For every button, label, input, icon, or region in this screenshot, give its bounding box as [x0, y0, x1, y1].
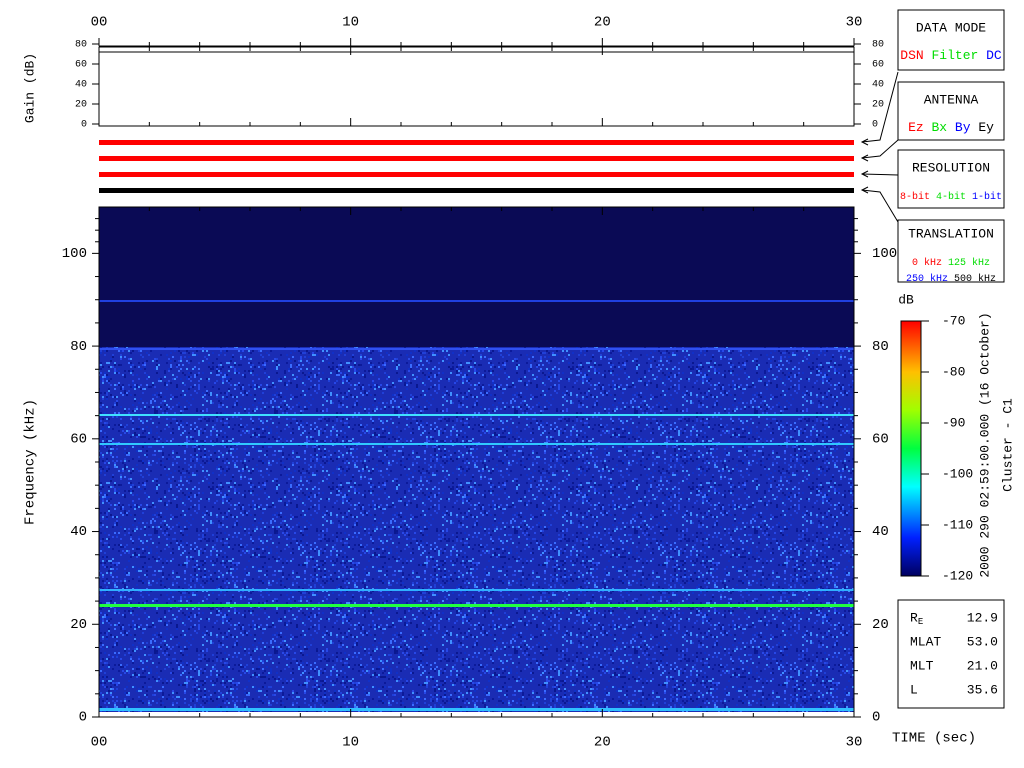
antenna-box: [897, 81, 1005, 141]
gain-label: Gain (dB): [22, 53, 37, 123]
x-tick-label: 10: [342, 735, 359, 751]
info-value: 21.0: [967, 658, 998, 673]
data-mode-box: [897, 9, 1005, 71]
box-items: Ez Bx By Ey: [908, 120, 994, 135]
box-item: DC: [986, 48, 1002, 63]
time-label: TIME (sec): [892, 731, 976, 747]
box-item: 125 kHz: [948, 257, 990, 269]
y-tick-label: 60: [75, 60, 87, 71]
box-items: DSN Filter DC: [900, 48, 1002, 63]
x-tick-label: 00: [91, 735, 108, 751]
translation-bar: [99, 188, 854, 193]
y-tick-label: 100: [872, 246, 897, 262]
x-tick-label: 00: [91, 15, 108, 31]
x-tick-label: 30: [846, 15, 863, 31]
box-item: 4-bit: [936, 191, 966, 203]
box-item: Filter: [931, 48, 978, 63]
x-tick-label: 10: [342, 15, 359, 31]
info-value: 12.9: [967, 610, 998, 625]
colorbar-tick-label: -100: [942, 466, 973, 481]
box-title: TRANSLATION: [908, 226, 994, 241]
connectors: [860, 71, 899, 223]
y-tick-label: 0: [872, 710, 880, 726]
emission-line: [99, 414, 854, 416]
info-subscript: E: [918, 617, 923, 627]
box-item: DSN: [900, 48, 923, 63]
y-tick-label: 80: [70, 339, 87, 355]
box-items: 8-bit 4-bit 1-bit: [900, 191, 1002, 203]
box-item: 1-bit: [972, 191, 1002, 203]
y-tick-label: 40: [872, 80, 884, 91]
emission-line: [99, 300, 854, 302]
y-tick-label: 60: [70, 432, 87, 448]
gain-panel: [98, 46, 855, 127]
colorbar-label: dB: [898, 292, 914, 307]
colorbar-tick-label: -110: [942, 517, 973, 532]
x-tick-label: 30: [846, 735, 863, 751]
info-label: MLAT: [910, 634, 941, 649]
y-tick-label: 20: [872, 100, 884, 111]
box-item: 8-bit: [900, 191, 930, 203]
box-items: 250 kHz 500 kHz: [906, 273, 996, 285]
y-tick-label: 80: [872, 339, 889, 355]
spectrogram-noise: [99, 347, 854, 712]
y-tick-label: 0: [79, 710, 87, 726]
info-label: L: [910, 682, 918, 697]
box-item: By: [955, 120, 971, 135]
y-tick-label: 100: [62, 246, 87, 262]
box-title: RESOLUTION: [912, 160, 990, 175]
timestamp: 2000 290 02:59:00.000 (16 October): [977, 312, 992, 577]
translation-box: [897, 219, 1005, 283]
resolution-bar: [99, 172, 854, 177]
y-tick-label: 20: [75, 100, 87, 111]
box-item: Ey: [978, 120, 994, 135]
y-tick-label: 0: [81, 120, 87, 131]
y-tick-label: 20: [872, 617, 889, 633]
y-tick-label: 40: [70, 524, 87, 540]
info-box: [897, 599, 1005, 709]
y-tick-label: 0: [872, 120, 878, 131]
y-tick-label: 60: [872, 60, 884, 71]
emission-line: [99, 708, 854, 711]
y-tick-label: 80: [75, 40, 87, 51]
spacecraft: Cluster - C1: [1000, 398, 1015, 492]
box-item: 500 kHz: [954, 273, 996, 285]
colorbar-tick-label: -80: [942, 364, 965, 379]
emission-line: [99, 348, 854, 350]
antenna-bar: [99, 156, 854, 161]
box-items: 0 kHz 125 kHz: [912, 257, 990, 269]
box-item: Ez: [908, 120, 924, 135]
info-label: MLT: [910, 658, 934, 673]
y-tick-label: 40: [872, 524, 889, 540]
info-value: 35.6: [967, 682, 998, 697]
box-item: Bx: [931, 120, 947, 135]
mode-bar: [99, 140, 854, 145]
colorbar-tick-label: -120: [942, 568, 973, 583]
resolution-box: [897, 149, 1005, 209]
x-tick-label: 20: [594, 735, 611, 751]
y-tick-label: 80: [872, 40, 884, 51]
box-title: ANTENNA: [924, 92, 979, 107]
colorbar-tick-label: -90: [942, 415, 965, 430]
colorbar: [900, 320, 922, 577]
box-title: DATA MODE: [916, 20, 986, 35]
x-tick-label: 20: [594, 15, 611, 31]
y-tick-label: 60: [872, 432, 889, 448]
frequency-label: Frequency (kHz): [23, 399, 39, 525]
box-item: 250 kHz: [906, 273, 948, 285]
y-tick-label: 40: [75, 80, 87, 91]
emission-line: [99, 589, 854, 591]
spectrogram-quiet: [99, 207, 854, 347]
emission-line: [99, 443, 854, 445]
box-item: 0 kHz: [912, 257, 942, 269]
y-tick-label: 20: [70, 617, 87, 633]
emission-line: [99, 604, 854, 607]
info-value: 53.0: [967, 634, 998, 649]
colorbar-tick-label: -70: [942, 313, 965, 328]
